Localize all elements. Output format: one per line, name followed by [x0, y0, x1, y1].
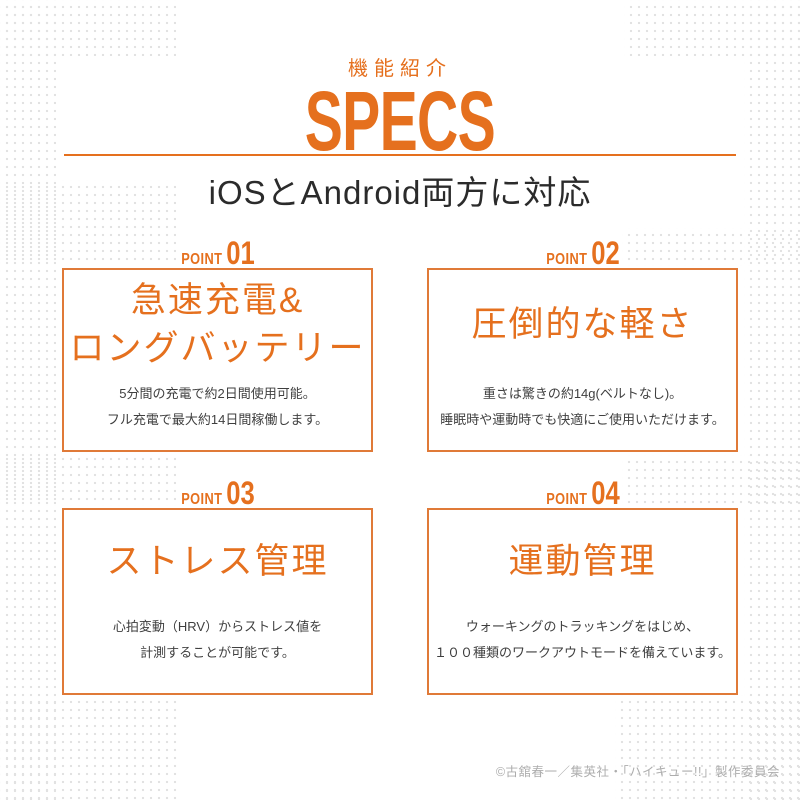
compatibility-subtitle: iOSとAndroid両方に対応: [208, 174, 592, 211]
point-card-04: POINT 04 運動管理 ウォーキングのトラッキングをはじめ、 １００種類のワ…: [427, 468, 738, 695]
card-description: ウォーキングのトラッキングをはじめ、 １００種類のワークアウトモードを備えていま…: [429, 614, 736, 693]
point-box: 運動管理 ウォーキングのトラッキングをはじめ、 １００種類のワークアウトモードを…: [427, 508, 738, 695]
dot-pattern: [0, 0, 56, 800]
dot-pattern: [0, 180, 176, 262]
card-title: 急速充電& ロングバッテリー: [64, 270, 371, 381]
point-word: POINT: [180, 491, 222, 509]
point-word: POINT: [545, 491, 587, 509]
card-description-line: 睡眠時や運動時でも快適にご使用いただけます。: [440, 412, 725, 428]
point-label: POINT 02: [427, 228, 738, 272]
point-label: POINT 04: [427, 468, 738, 512]
point-number: 03: [225, 475, 255, 512]
eyebrow-label: 機能紹介: [348, 58, 452, 80]
title-underline: [64, 154, 736, 156]
dot-pattern: [615, 695, 800, 800]
point-number: 04: [590, 475, 620, 512]
dot-pattern: [744, 0, 800, 800]
copyright-text: ©古舘春一／集英社・「ハイキュー!!」製作委員会: [495, 765, 780, 779]
card-title: 運動管理: [429, 510, 736, 614]
card-description: 心拍変動（HRV）からストレス値を 計測することが可能です。: [64, 614, 371, 693]
card-title: ストレス管理: [64, 510, 371, 614]
card-description-line: ウォーキングのトラッキングをはじめ、: [465, 618, 700, 634]
card-title-line: ロングバッテリー: [69, 329, 366, 369]
dot-pattern: [0, 695, 180, 800]
card-description-line: 心拍変動（HRV）からストレス値を: [112, 618, 323, 634]
point-label: POINT 01: [62, 228, 373, 272]
point-card-02: POINT 02 圧倒的な軽さ 重さは驚きの約14g(ベルトなし)。 睡眠時や運…: [427, 228, 738, 452]
point-label: POINT 03: [62, 468, 373, 512]
card-description: 重さは驚きの約14g(ベルトなし)。 睡眠時や運動時でも快適にご使用いただけます…: [429, 381, 736, 450]
dot-pattern: [622, 228, 800, 266]
dot-pattern: [622, 455, 800, 505]
card-title-line: 圧倒的な軽さ: [471, 305, 694, 345]
card-title-line: ストレス管理: [106, 541, 329, 581]
card-title-line: 運動管理: [508, 541, 657, 581]
card-description-line: フル充電で最大約14日間稼働します。: [106, 412, 329, 428]
page-title: SPECS: [0, 74, 800, 168]
dot-pattern: [0, 452, 176, 506]
card-title: 圧倒的な軽さ: [429, 270, 736, 381]
point-box: ストレス管理 心拍変動（HRV）からストレス値を 計測することが可能です。: [62, 508, 373, 695]
point-card-01: POINT 01 急速充電& ロングバッテリー 5分間の充電で約2日間使用可能。…: [62, 228, 373, 452]
page-title-text: SPECS: [304, 74, 496, 168]
point-box: 圧倒的な軽さ 重さは驚きの約14g(ベルトなし)。 睡眠時や運動時でも快適にご使…: [427, 268, 738, 452]
card-description-line: 計測することが可能です。: [140, 645, 295, 661]
card-description-line: １００種類のワークアウトモードを備えています。: [433, 645, 732, 661]
point-word: POINT: [545, 251, 587, 269]
card-description-line: 5分間の充電で約2日間使用可能。: [119, 385, 316, 401]
point-number: 02: [590, 235, 620, 272]
point-box: 急速充電& ロングバッテリー 5分間の充電で約2日間使用可能。 フル充電で最大約…: [62, 268, 373, 452]
point-card-03: POINT 03 ストレス管理 心拍変動（HRV）からストレス値を 計測すること…: [62, 468, 373, 695]
card-title-line: 急速充電&: [130, 281, 305, 321]
card-description: 5分間の充電で約2日間使用可能。 フル充電で最大約14日間稼働します。: [64, 381, 371, 450]
point-word: POINT: [180, 251, 222, 269]
card-description-line: 重さは驚きの約14g(ベルトなし)。: [482, 385, 683, 401]
point-number: 01: [225, 235, 255, 272]
